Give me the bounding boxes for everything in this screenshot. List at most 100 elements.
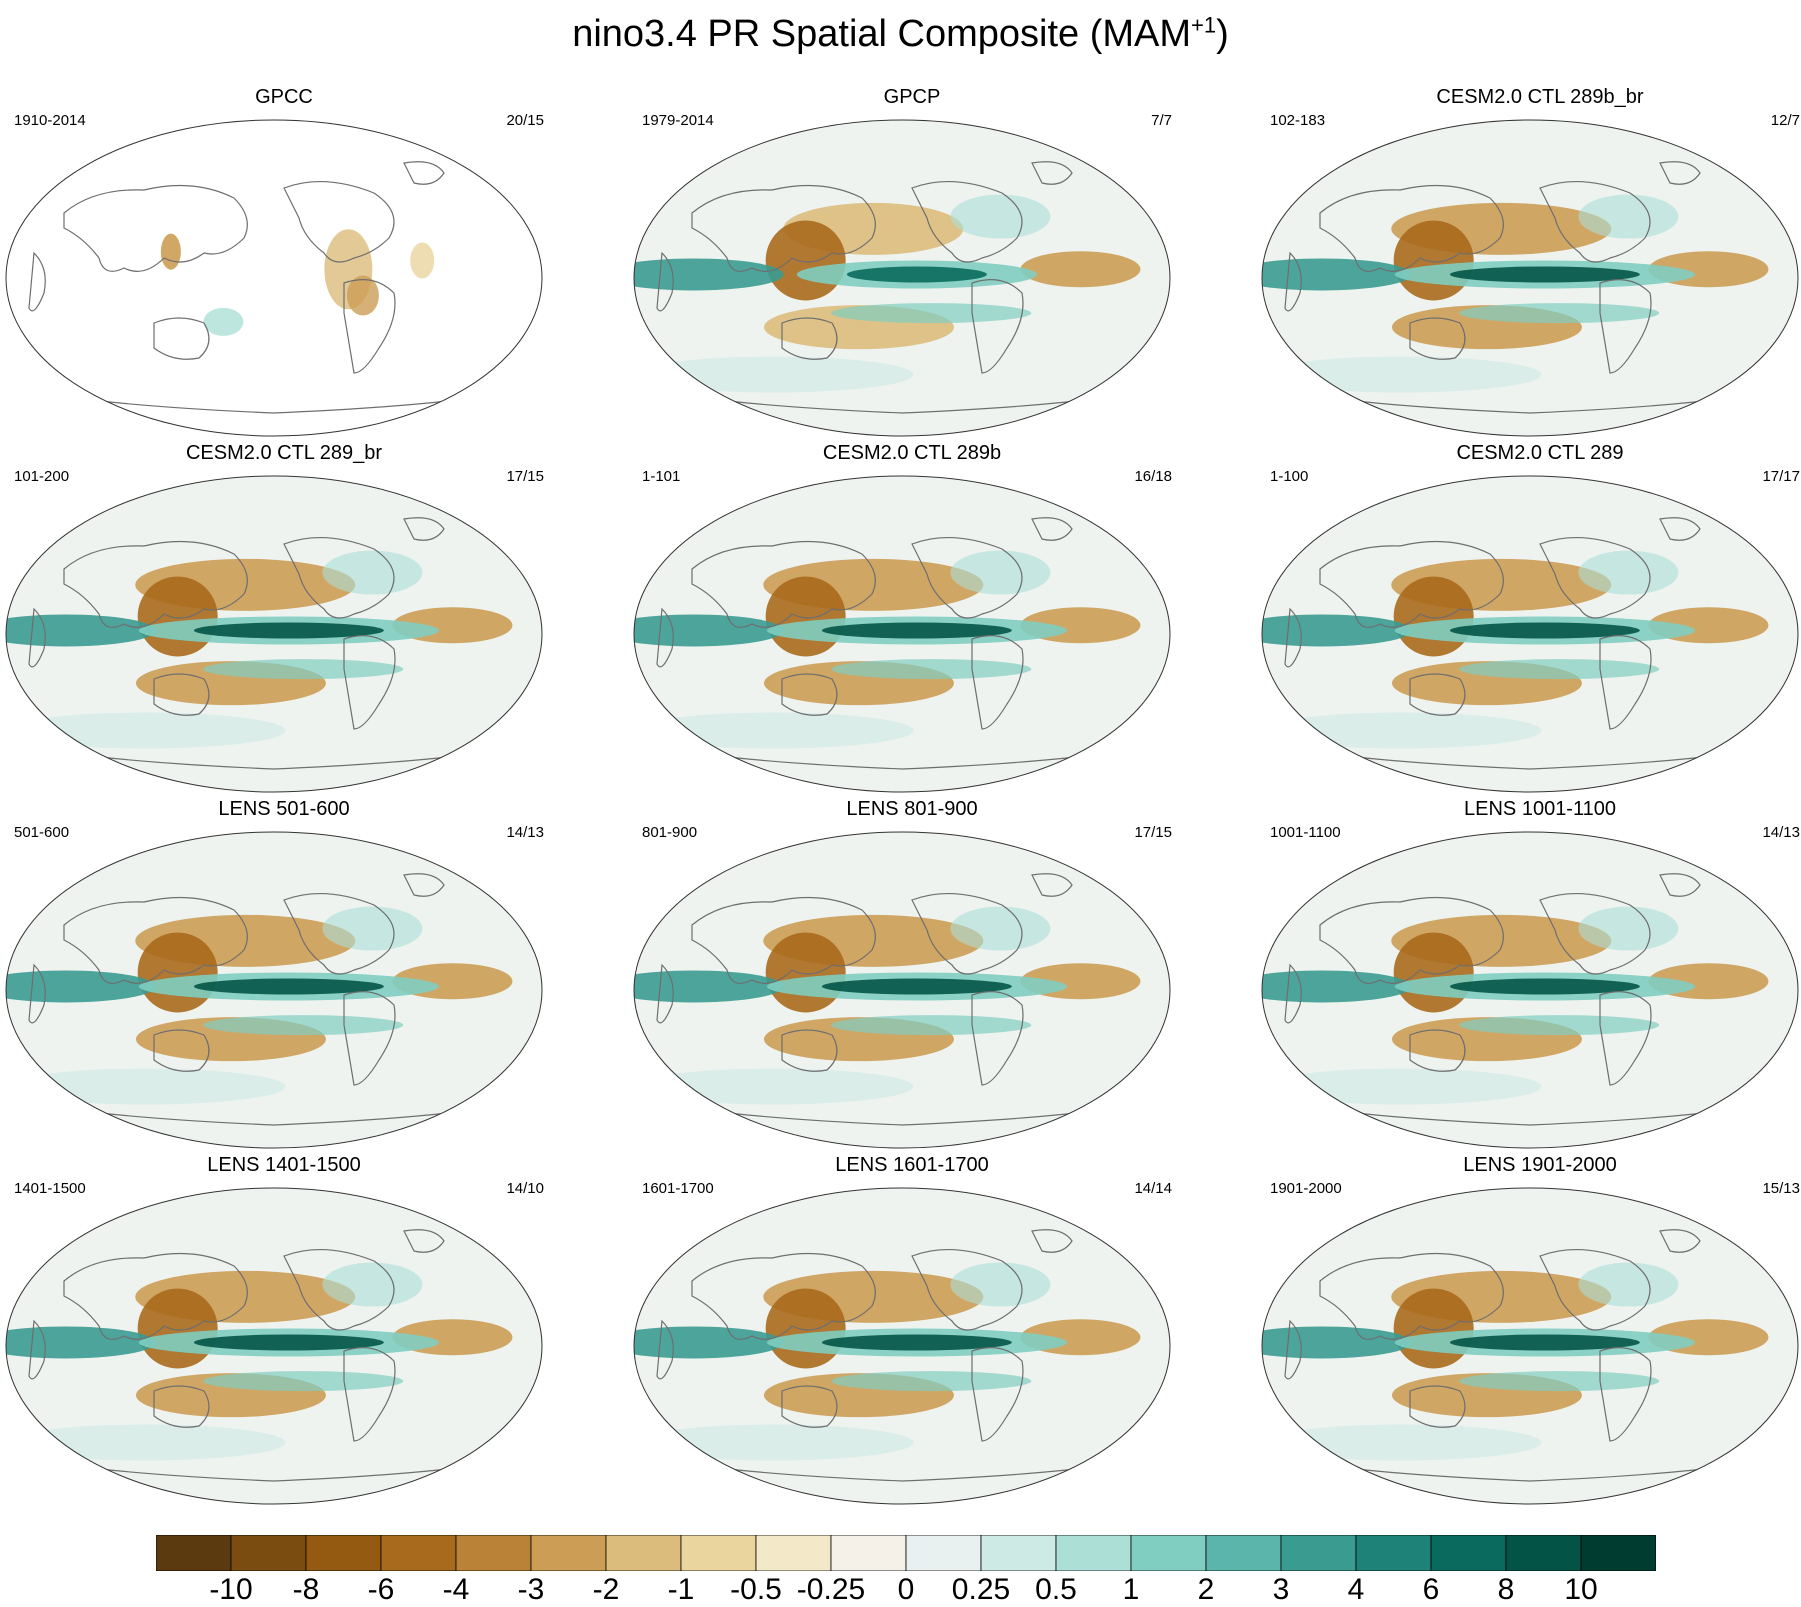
map-panel: CESM2.0 CTL 289_br 101-200 17/15 (4, 442, 564, 802)
precip-anomaly-maritime-continent (137, 932, 218, 1013)
precip-anomaly-indian-ocean (634, 614, 784, 647)
panel-period: 101-200 (14, 468, 70, 485)
colorbar-tick-label: -2 (592, 1573, 620, 1606)
panel-count: 17/17 (1762, 468, 1800, 485)
precip-anomaly-wet-core (821, 978, 1012, 995)
precip-anomaly-spcz (831, 659, 1032, 680)
precip-anomaly-land (160, 233, 181, 270)
map-outline (633, 831, 1171, 1149)
colorbar-tick-label: 10 (1564, 1573, 1598, 1606)
coastline-2 (781, 1385, 838, 1428)
coastline-6 (1329, 1109, 1731, 1126)
colorbar-tick-label: 8 (1497, 1573, 1515, 1606)
colorbar-swatch (530, 1535, 607, 1571)
coastline-1 (28, 963, 46, 1024)
coastline-1 (656, 963, 674, 1024)
coastline-3 (911, 181, 1023, 263)
colorbar-swatch (1580, 1535, 1656, 1571)
map-outline (1261, 1187, 1799, 1505)
map-outline (633, 119, 1171, 437)
coastline-3 (1539, 537, 1651, 619)
coastline-6 (73, 1109, 475, 1126)
precip-anomaly-maritime-continent (765, 932, 846, 1013)
precip-anomaly-land (203, 307, 244, 336)
coastline-3 (1539, 181, 1651, 263)
colorbar-swatch (680, 1535, 757, 1571)
coastline-4 (343, 279, 396, 374)
precip-anomaly-north-pacific (322, 1262, 423, 1307)
coastline-6 (73, 753, 475, 770)
coastline-2 (1409, 673, 1466, 716)
coastline-5 (403, 161, 445, 185)
map-outline (5, 831, 543, 1149)
map-panel: GPCP 1979-2014 7/7 (632, 86, 1192, 446)
precip-anomaly-indian-ocean (6, 1326, 156, 1359)
precip-anomaly-north-pacific (1578, 906, 1679, 951)
map-background (6, 120, 542, 436)
panel-count: 20/15 (506, 112, 544, 129)
precip-anomaly-spcz (1459, 659, 1660, 680)
precip-anomaly-wet-core (1449, 266, 1640, 283)
coastline-3 (1539, 893, 1651, 975)
colorbar-swatch (1355, 1535, 1432, 1571)
colorbar-tick-label: 6 (1422, 1573, 1440, 1606)
coastline-1 (28, 1319, 46, 1380)
coastline-5 (1031, 1229, 1073, 1253)
panel-period: 1001-1100 (1270, 824, 1341, 841)
coastline-3 (283, 1249, 395, 1331)
coastline-4 (343, 1347, 396, 1442)
coastline-2 (153, 1029, 210, 1072)
panel-title: LENS 1601-1700 (835, 1154, 989, 1176)
coastline-4 (971, 1347, 1024, 1442)
map-outline (633, 475, 1171, 793)
panel-title: CESM2.0 CTL 289_br (185, 442, 382, 464)
precip-anomaly-spcz (831, 1371, 1032, 1392)
map-projection (1261, 119, 1799, 437)
colorbar-tick-label: -10 (209, 1573, 253, 1606)
panel-count: 12/7 (1770, 112, 1800, 129)
map-panel: LENS 1601-1700 1601-1700 14/14 (632, 1154, 1192, 1514)
coastline-1 (1284, 1319, 1302, 1380)
precip-anomaly-land (410, 242, 435, 279)
coastline-2 (1409, 1385, 1466, 1428)
panel-period: 1910-2014 (14, 112, 86, 129)
map-panel: LENS 501-600 501-600 14/13 (4, 798, 564, 1158)
coastline-1 (1284, 251, 1302, 312)
panel-period: 1401-1500 (14, 1180, 86, 1197)
coastline-3 (283, 893, 395, 975)
coastline-4 (1599, 279, 1652, 374)
coastline-2 (1409, 1029, 1466, 1072)
precip-anomaly-spcz (831, 303, 1032, 324)
precip-anomaly-maritime-continent (1393, 220, 1474, 301)
coastline-1 (1284, 963, 1302, 1024)
panel-title: LENS 1401-1500 (207, 1154, 361, 1176)
colorbar-swatch (380, 1535, 457, 1571)
panel-title: GPCC (255, 86, 313, 108)
precip-anomaly-maritime-continent (1393, 1288, 1474, 1369)
coastline-4 (971, 279, 1024, 374)
map-projection (5, 1187, 543, 1505)
coastline-4 (971, 635, 1024, 730)
map-panel: CESM2.0 CTL 289 1-100 17/17 (1260, 442, 1801, 802)
precip-anomaly-maritime-continent (765, 220, 846, 301)
map-panel: LENS 801-900 801-900 17/15 (632, 798, 1192, 1158)
coastline-1 (28, 607, 46, 668)
colorbar-tick-label: 0 (897, 1573, 915, 1606)
coastline-2 (1409, 317, 1466, 360)
precip-anomaly-north-pacific (950, 906, 1051, 951)
coastline-0 (691, 184, 876, 272)
map-panel: GPCC 1910-2014 20/15 (4, 86, 564, 446)
precip-anomaly-north-pacific (1578, 1262, 1679, 1307)
panel-period: 1979-2014 (642, 112, 714, 129)
panel-count: 14/13 (1762, 824, 1800, 841)
map-panel: CESM2.0 CTL 289b_br 102-183 12/7 (1260, 86, 1801, 446)
colorbar-tick-label: -0.25 (796, 1573, 866, 1606)
colorbar-tick-label: 4 (1347, 1573, 1365, 1606)
precip-anomaly-spcz (203, 1371, 404, 1392)
coastline-0 (63, 540, 248, 628)
precip-anomaly-spcz (203, 659, 404, 680)
colorbar-swatch (605, 1535, 682, 1571)
colorbar-tick-label: -3 (517, 1573, 545, 1606)
colorbar-tick-label: 0.5 (1035, 1573, 1077, 1606)
precip-anomaly-wet-core (193, 622, 384, 639)
